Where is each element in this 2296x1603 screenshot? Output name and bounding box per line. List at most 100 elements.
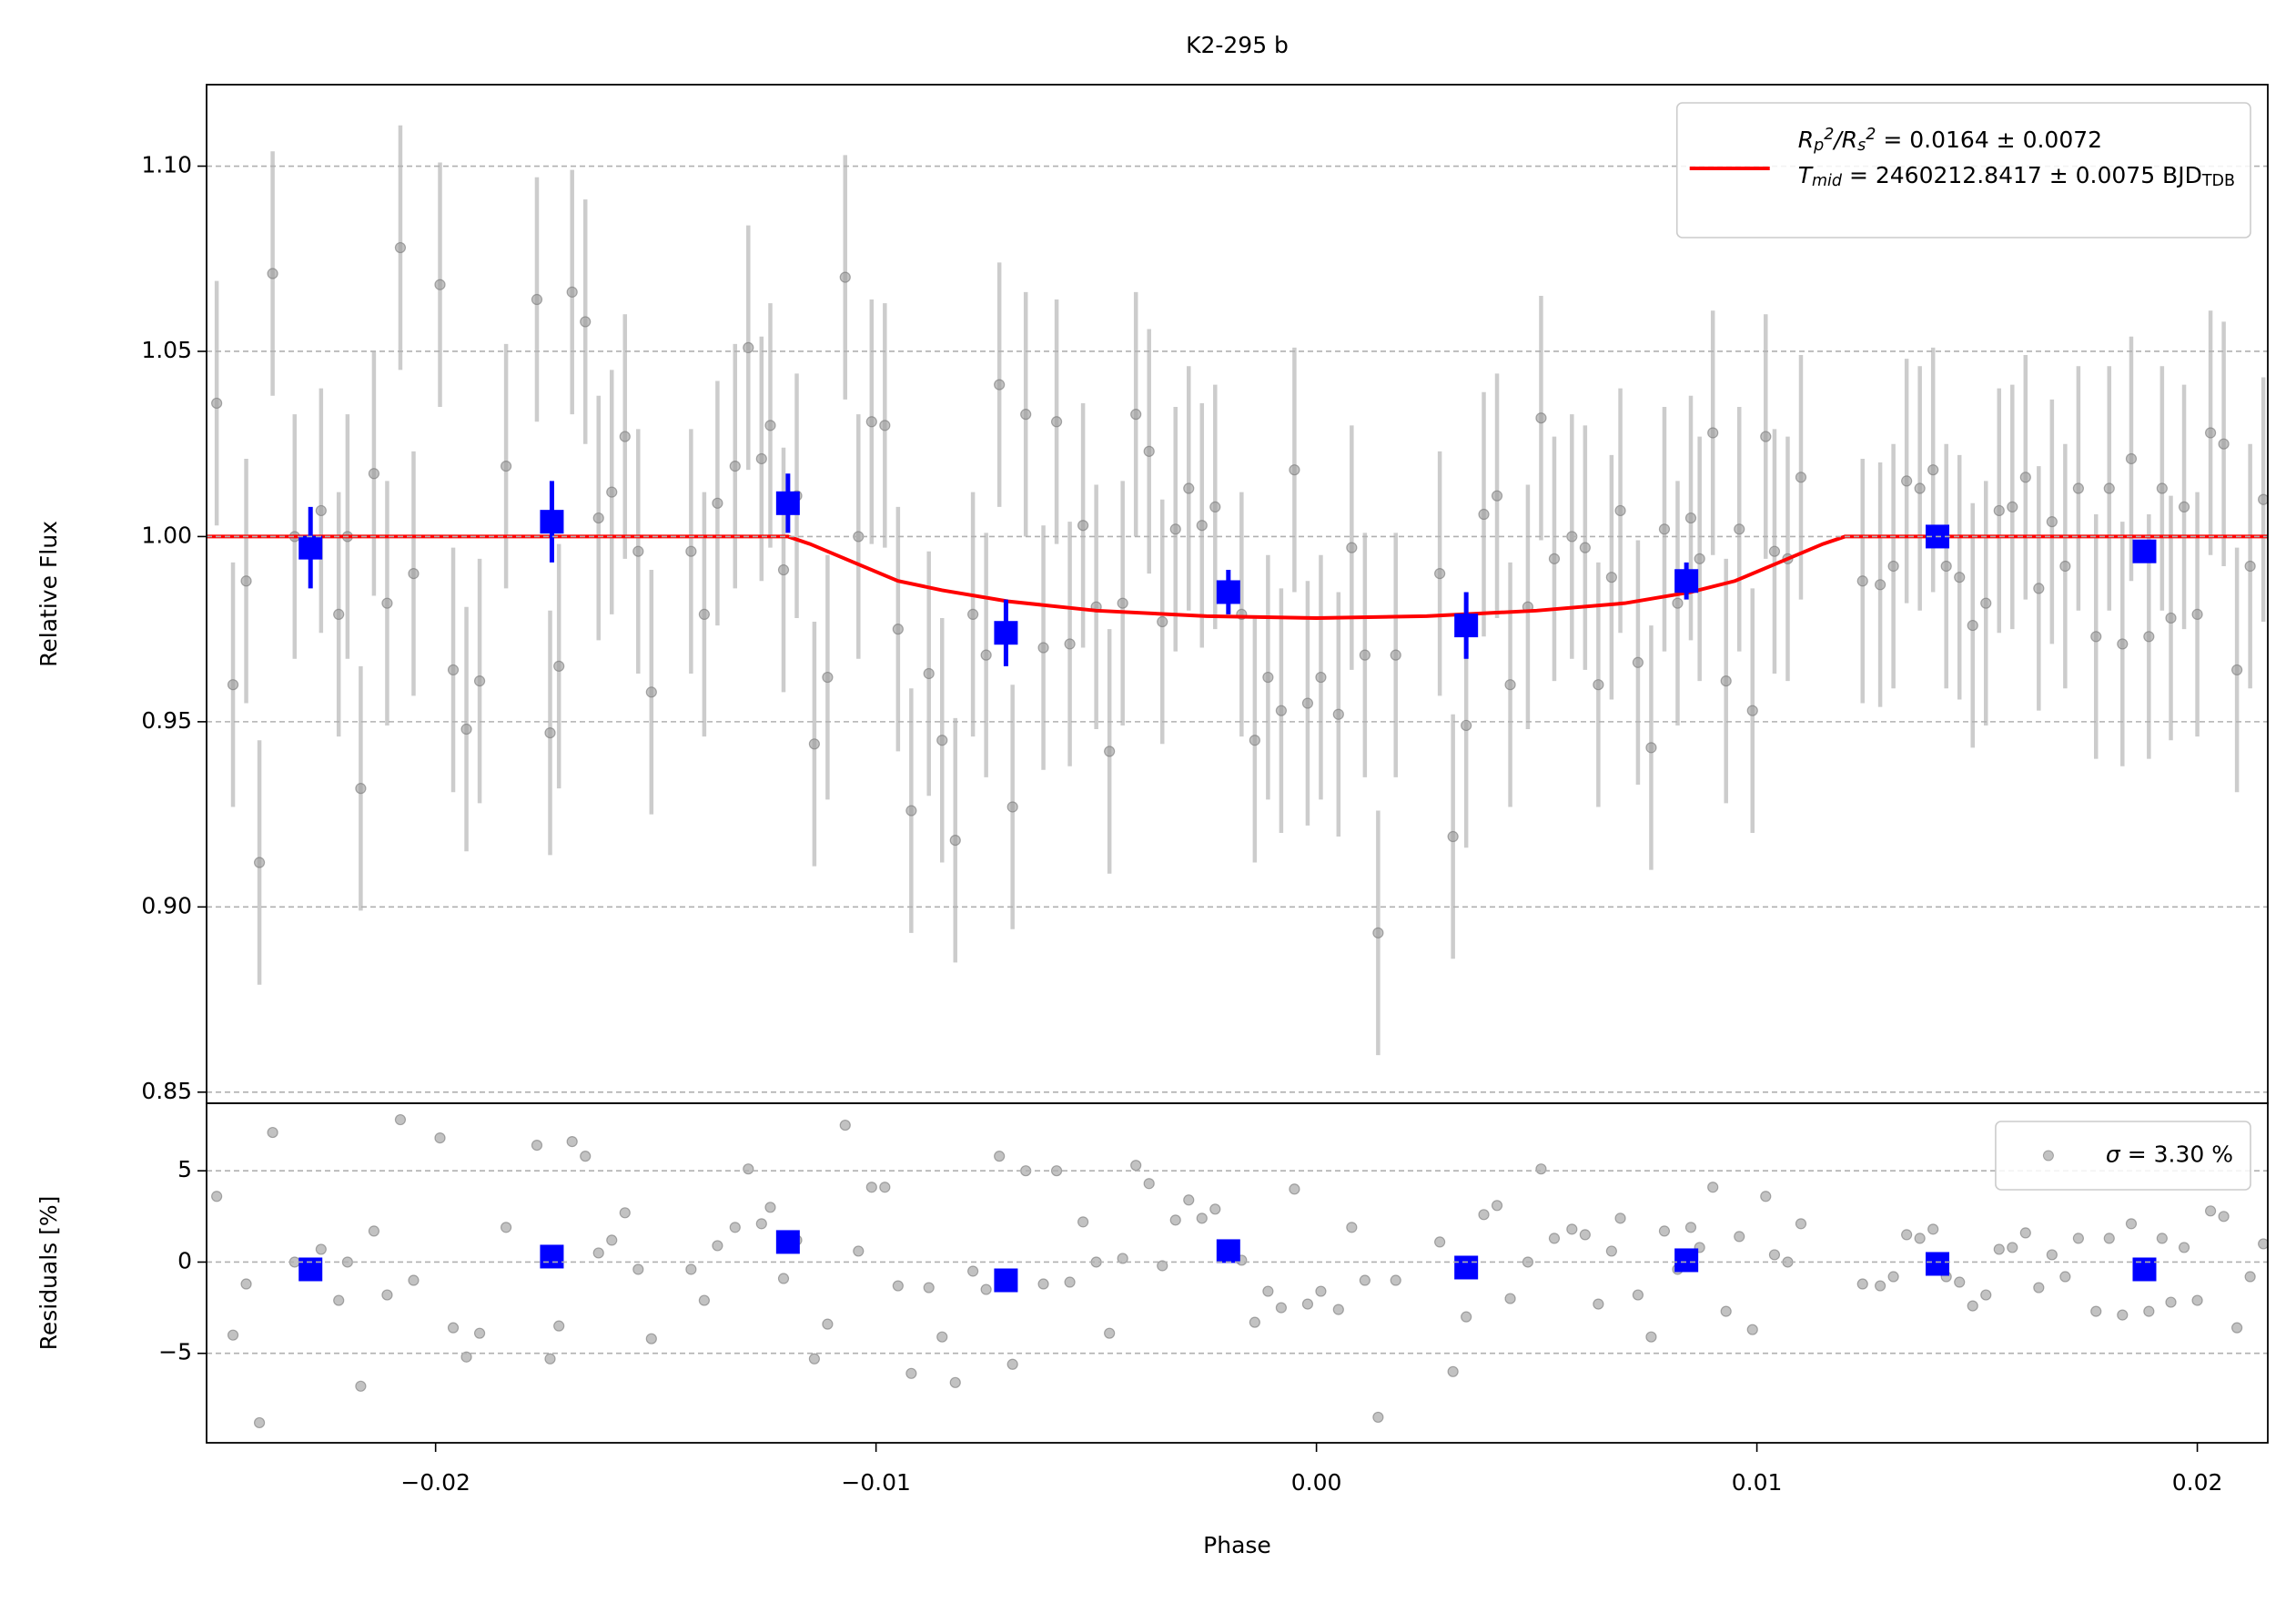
- data-point: [1993, 504, 2005, 517]
- data-point: [355, 1380, 367, 1392]
- data-point: [1491, 490, 1503, 502]
- data-point: [892, 624, 904, 635]
- data-point: [592, 512, 604, 524]
- data-point: [2165, 612, 2177, 624]
- data-point: [892, 1280, 904, 1292]
- y-tick-label: −5: [158, 1339, 192, 1365]
- data-point: [1707, 427, 1719, 439]
- y-tick-label: 0.85: [141, 1078, 192, 1104]
- data-point: [1795, 472, 1807, 483]
- data-point: [1504, 1293, 1516, 1304]
- binned-point: [1674, 1248, 1699, 1273]
- data-point: [980, 649, 992, 661]
- data-point: [1548, 1233, 1561, 1244]
- binned-point: [2132, 539, 2157, 563]
- data-point: [1196, 520, 1208, 532]
- data-point: [755, 452, 767, 465]
- data-point: [2007, 501, 2018, 512]
- data-point: [865, 416, 877, 428]
- data-point: [1535, 1163, 1547, 1175]
- data-point: [808, 738, 820, 750]
- data-point: [434, 1132, 446, 1144]
- data-point: [729, 461, 741, 472]
- data-point: [1275, 1302, 1287, 1314]
- data-point: [2143, 631, 2155, 643]
- data-point: [1064, 1276, 1076, 1288]
- binned-point: [1454, 1255, 1479, 1280]
- data-point: [1504, 679, 1516, 691]
- data-point: [698, 1294, 710, 1306]
- data-point: [1117, 597, 1128, 609]
- data-point: [1196, 1212, 1208, 1224]
- y-tick-label: 1.05: [141, 337, 192, 363]
- data-point: [632, 545, 644, 557]
- data-point: [1169, 523, 1181, 535]
- data-point: [994, 1151, 1006, 1162]
- data-point: [1993, 1243, 2005, 1255]
- data-point: [501, 1222, 512, 1233]
- data-point: [2165, 1296, 2177, 1308]
- legend-label: Rp2/Rs2 = 0.0164 ± 0.0072 Tmid = 2460212.…: [1798, 126, 2235, 189]
- data-point: [227, 679, 239, 691]
- data-point: [394, 1113, 407, 1126]
- data-point: [994, 379, 1006, 391]
- data-point: [879, 420, 891, 431]
- legend: σ = 3.30 %: [1995, 1121, 2251, 1191]
- data-point: [2046, 516, 2058, 528]
- data-point: [1548, 553, 1561, 564]
- data-point: [1980, 1289, 1992, 1301]
- data-point: [2117, 638, 2129, 650]
- data-point: [2125, 1218, 2138, 1230]
- data-point: [936, 1331, 948, 1343]
- data-point: [355, 783, 367, 795]
- data-point: [2033, 583, 2045, 594]
- data-point: [267, 1126, 278, 1139]
- binned-point: [1454, 614, 1479, 638]
- data-point: [211, 1191, 223, 1202]
- data-point: [1645, 1331, 1657, 1343]
- data-point: [1954, 572, 1966, 583]
- data-point: [501, 461, 512, 472]
- data-point: [2033, 1282, 2045, 1294]
- data-point: [2090, 1305, 2102, 1317]
- data-point: [1037, 642, 1049, 654]
- data-point: [1315, 671, 1327, 684]
- data-point: [1734, 1231, 1745, 1243]
- data-point: [1478, 1209, 1490, 1221]
- data-point: [1359, 649, 1371, 661]
- data-point: [2019, 472, 2031, 483]
- data-point: [1579, 542, 1591, 553]
- binned-point: [1926, 1252, 1950, 1276]
- binned-point: [775, 491, 800, 515]
- data-point: [315, 1243, 327, 1255]
- data-point: [743, 1163, 754, 1175]
- data-point: [1967, 619, 1978, 632]
- x-tick-label: −0.02: [400, 1469, 470, 1496]
- data-point: [905, 1367, 917, 1379]
- data-point: [1684, 1222, 1697, 1233]
- x-tick-label: 0.00: [1291, 1469, 1342, 1496]
- data-point: [447, 664, 460, 676]
- y-tick-label: 5: [177, 1156, 192, 1182]
- data-point: [923, 667, 935, 680]
- data-point: [1183, 482, 1195, 494]
- model-line: [207, 534, 2268, 620]
- y-tick-label: 1.00: [141, 522, 192, 548]
- data-point: [1760, 431, 1772, 442]
- data-point: [923, 1282, 935, 1294]
- data-point: [777, 1273, 790, 1284]
- data-point: [2103, 482, 2115, 494]
- data-point: [1614, 1212, 1626, 1224]
- data-point: [531, 293, 543, 306]
- data-point: [2231, 1322, 2243, 1334]
- data-point: [980, 1283, 992, 1295]
- data-point: [1262, 671, 1274, 684]
- data-point: [1447, 1365, 1459, 1377]
- data-point: [1684, 512, 1697, 524]
- data-point: [2072, 482, 2084, 494]
- data-point: [2125, 452, 2138, 465]
- data-point: [381, 1289, 393, 1301]
- legend-label: σ = 3.30 %: [2106, 1141, 2233, 1168]
- data-point: [1887, 1271, 1899, 1283]
- chart-title: K2-295 b: [1186, 32, 1289, 58]
